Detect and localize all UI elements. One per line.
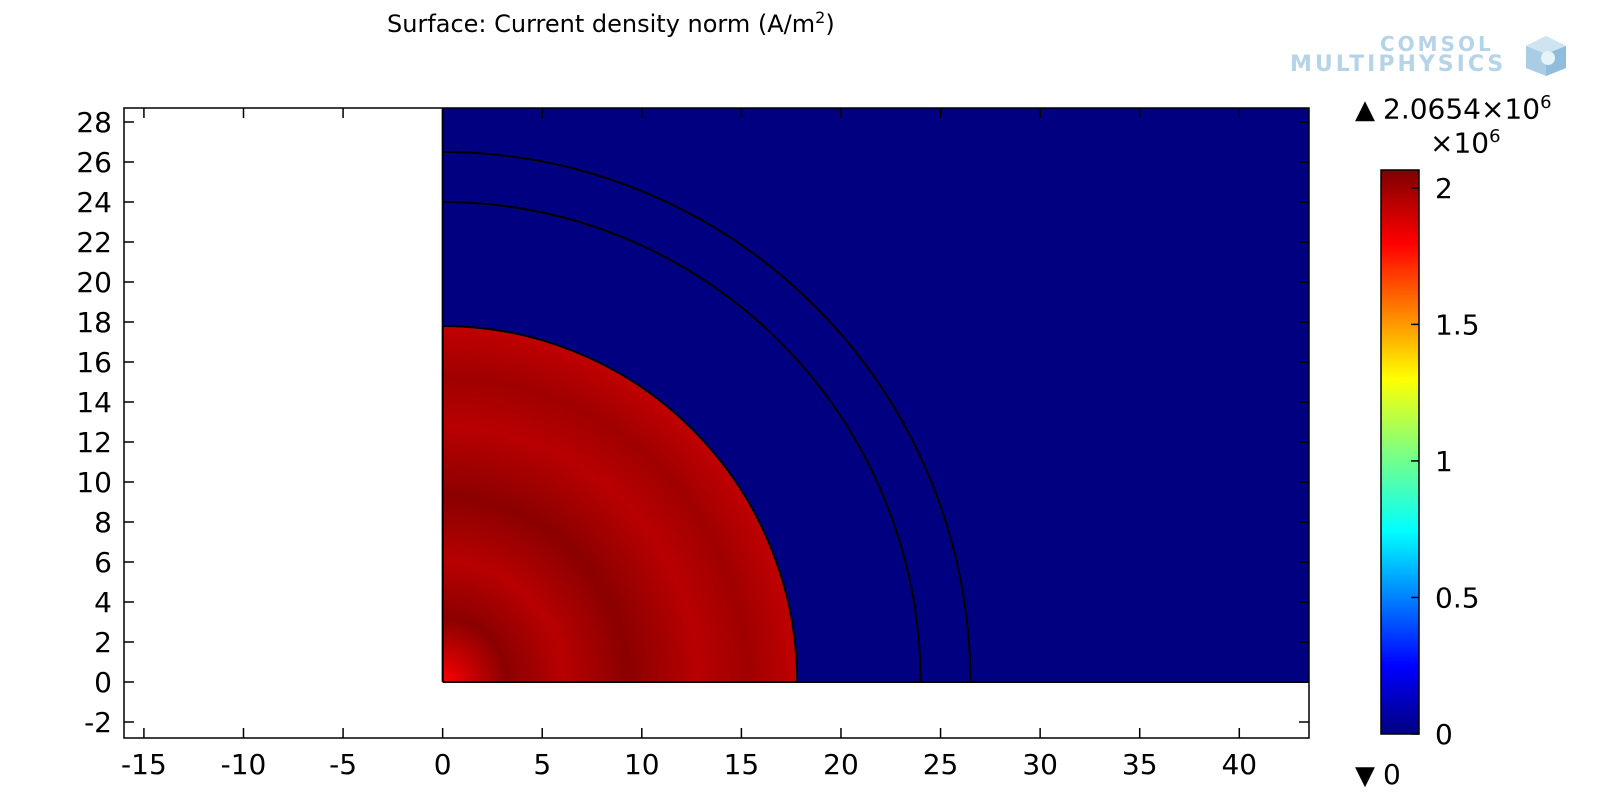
up-arrow-icon: ▲ [1355, 95, 1375, 126]
colorbar-tick-label: 0.5 [1435, 581, 1480, 614]
logo-line2: MULTIPHYSICS [1290, 52, 1507, 77]
comsol-cube-icon [1526, 36, 1566, 76]
plot-frame [123, 107, 1310, 739]
colorbar-max-label: ▲ 2.0654×106 [1355, 92, 1552, 126]
y-tick-label: 10 [76, 466, 112, 499]
x-tick-label: 35 [1122, 748, 1158, 781]
logo-line1: COMSOL [1380, 32, 1494, 56]
conductor-region [442, 326, 798, 682]
y-tick-label: 2 [94, 626, 112, 659]
y-tick-label: 16 [76, 346, 112, 379]
x-tick-label: -15 [121, 748, 167, 781]
plot-clip-group [441, 108, 1309, 683]
colorbar-multiplier: ×106 [1430, 126, 1501, 160]
y-tick-label: 20 [76, 266, 112, 299]
y-tick-label: 22 [76, 226, 112, 259]
y-tick-label: 4 [94, 586, 112, 619]
x-tick-label: 20 [823, 748, 859, 781]
x-tick-label: -5 [329, 748, 357, 781]
x-tick-label: 15 [724, 748, 760, 781]
plot-area: -15 -10 -5 0 5 10 15 20 25 30 35 40-202468101214161… [76, 106, 1310, 781]
boundary-arc-0 [442, 325, 799, 683]
x-tick-label: 40 [1221, 748, 1257, 781]
y-tick-label: 24 [76, 186, 112, 219]
x-tick-label: 5 [533, 748, 551, 781]
y-tick-label: 8 [94, 506, 112, 539]
colorbar-tick-label: 1.5 [1435, 308, 1480, 341]
colorbar-tick-label: 0 [1435, 718, 1453, 751]
x-tick-label: 30 [1022, 748, 1058, 781]
x-tick-label: 10 [624, 748, 660, 781]
y-tick-label: 6 [94, 546, 112, 579]
colorbar-bar [1380, 169, 1420, 735]
colorbar-tick-label: 2 [1435, 172, 1453, 205]
down-arrow-icon: ▼ [1355, 761, 1375, 791]
boundary-arc-2 [442, 151, 972, 683]
comsol-logo: COMSOL MULTIPHYSICS [1290, 32, 1580, 84]
y-tick-label: 26 [76, 146, 112, 179]
boundary-arc-1 [442, 201, 922, 683]
y-tick-label: 0 [94, 666, 112, 699]
y-tick-label: 12 [76, 426, 112, 459]
y-tick-label: -2 [84, 706, 112, 739]
colorbar-min-label: ▼ 0 [1355, 758, 1401, 791]
colorbar-tick-label: 1 [1435, 445, 1453, 478]
x-tick-label: 25 [923, 748, 959, 781]
y-tick-label: 18 [76, 306, 112, 339]
plot-title: Surface: Current density norm (A/m2) [387, 8, 835, 38]
y-tick-label: 14 [76, 386, 112, 419]
x-tick-label: 0 [434, 748, 452, 781]
colorbar: 0 0.5 1 1.5 2 [1380, 169, 1480, 751]
x-tick-label: -10 [221, 748, 267, 781]
y-tick-label: 28 [76, 106, 112, 139]
